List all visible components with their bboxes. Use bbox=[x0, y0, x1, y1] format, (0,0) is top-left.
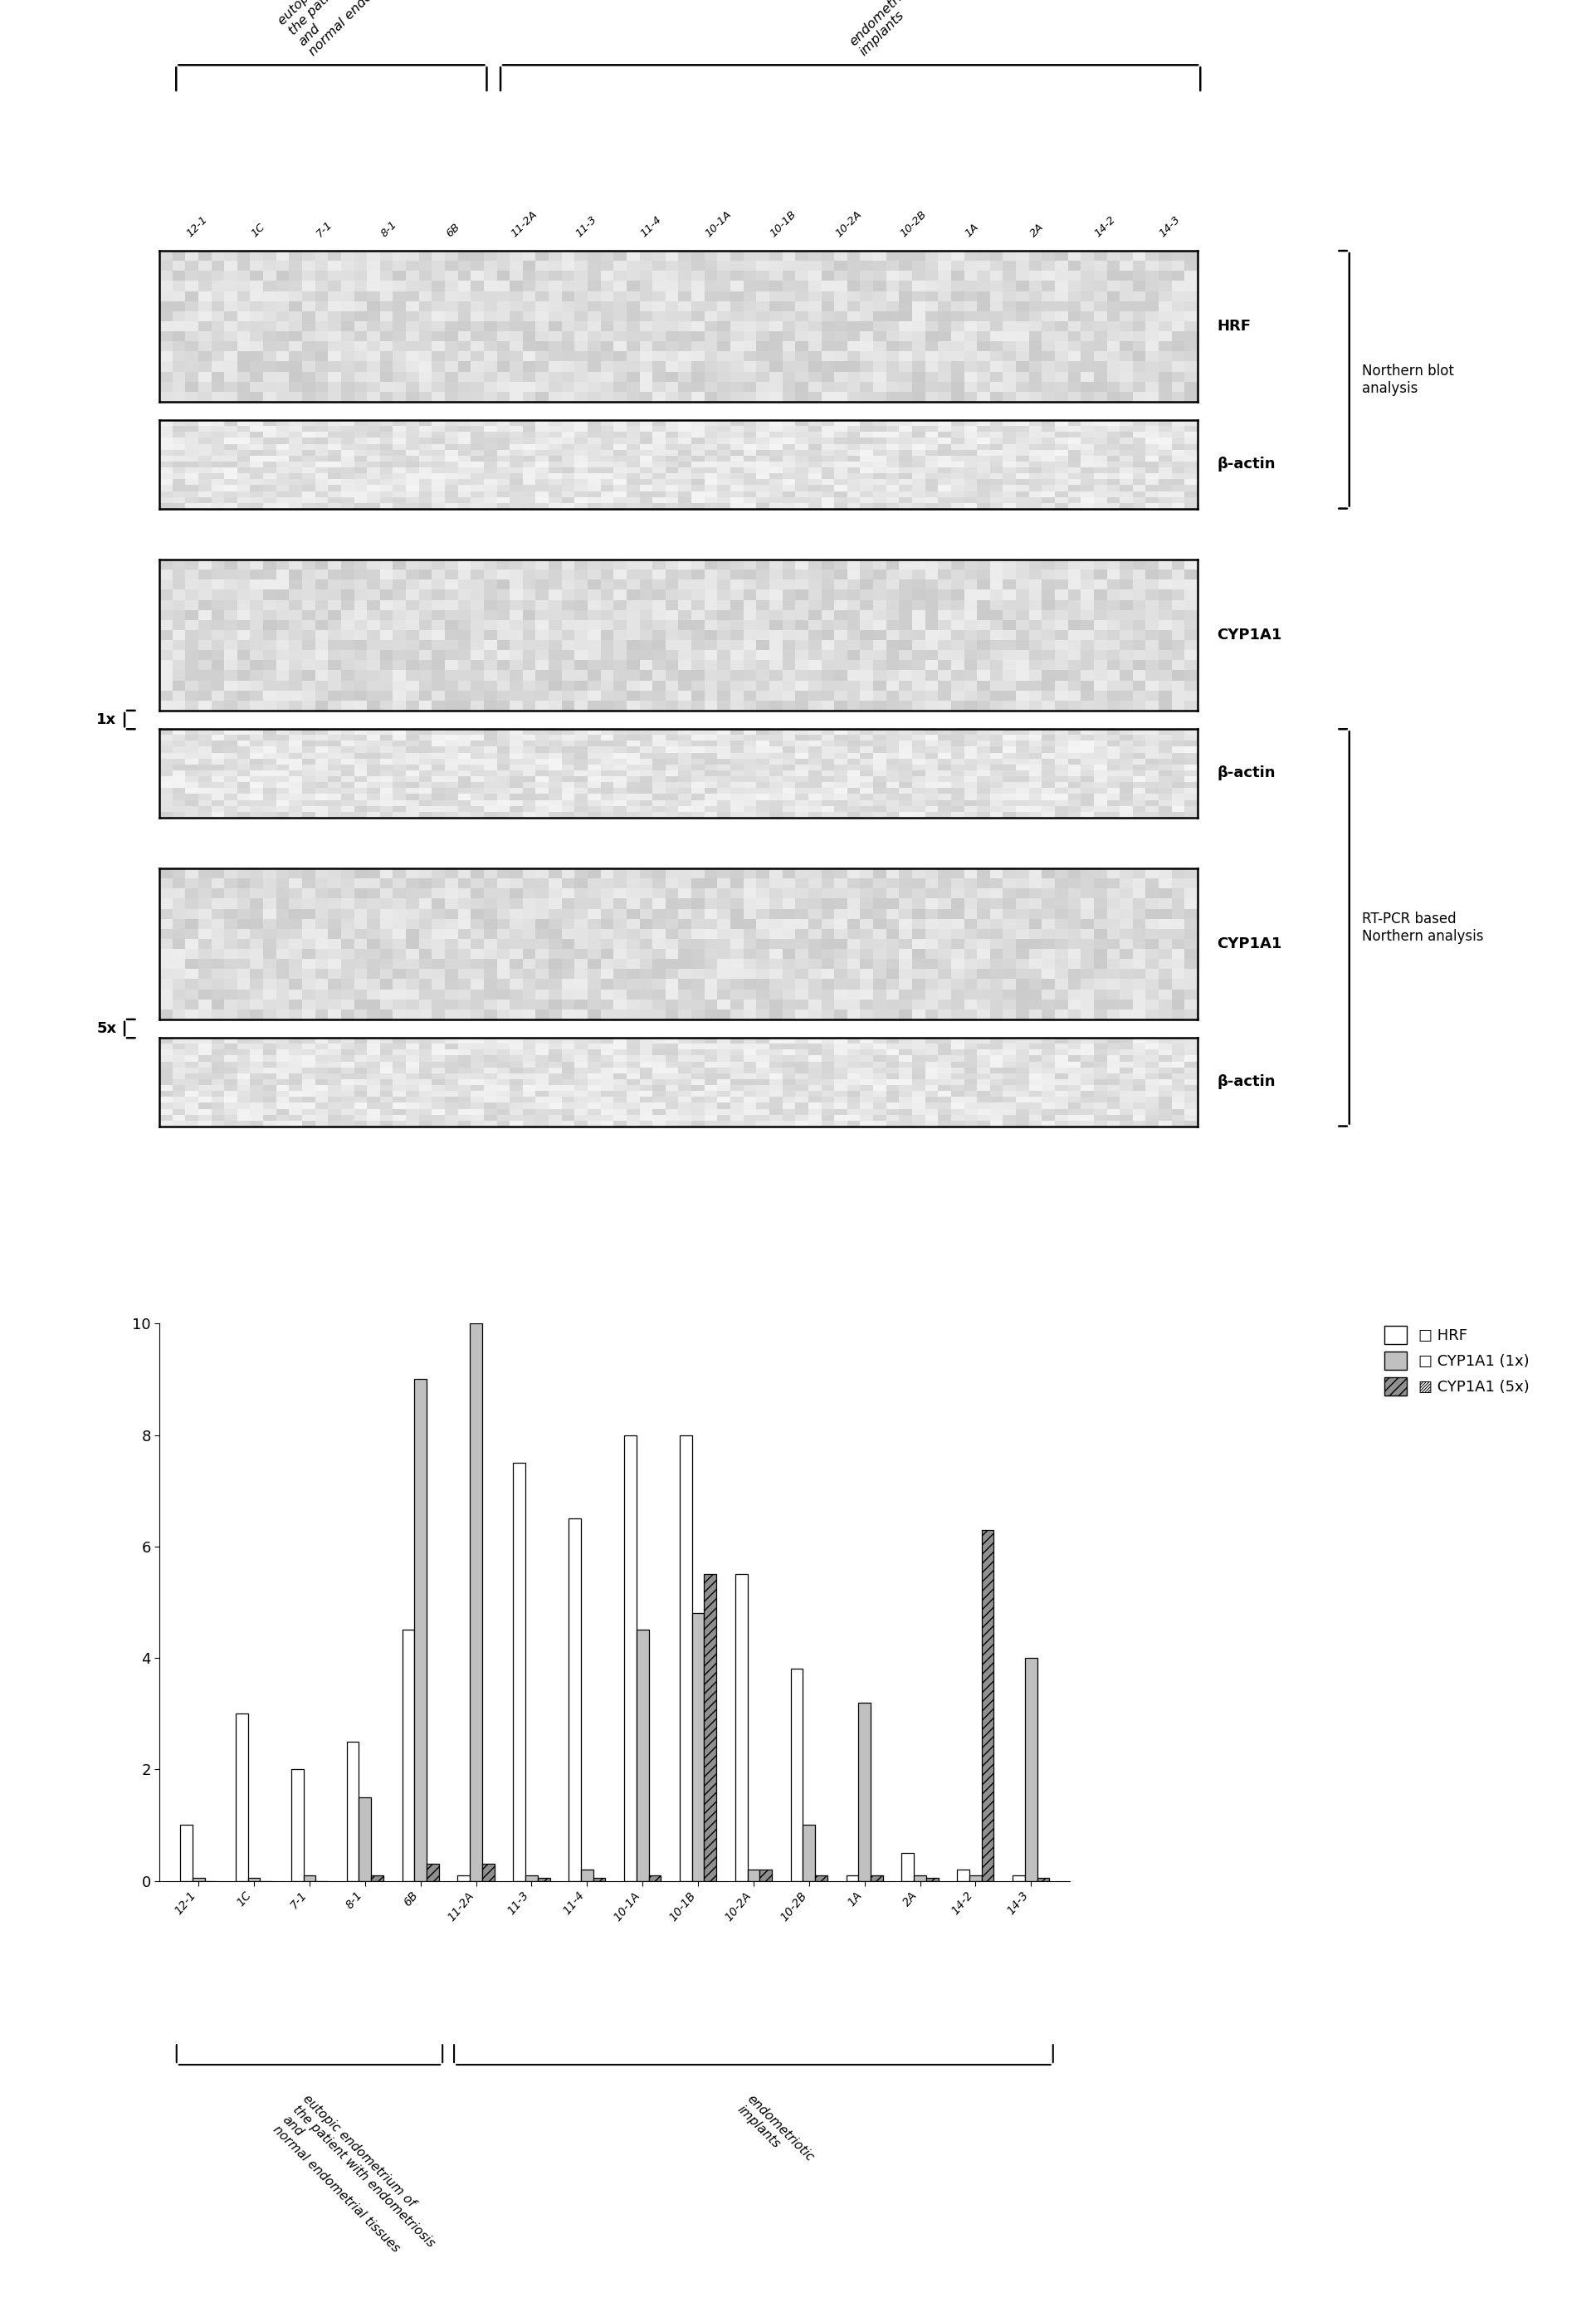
Bar bbox=[648, 1876, 661, 1881]
Bar bbox=[704, 1574, 717, 1881]
Bar bbox=[680, 1435, 691, 1881]
Bar bbox=[303, 1876, 316, 1881]
Bar bbox=[482, 1865, 495, 1881]
Text: CYP1A1: CYP1A1 bbox=[1216, 936, 1282, 952]
Text: 2A: 2A bbox=[1028, 221, 1045, 239]
Text: eutopic endometrium of
the patient with endometriosis
and
normal endometrial tis: eutopic endometrium of the patient with … bbox=[270, 2092, 447, 2271]
Bar bbox=[637, 1630, 648, 1881]
Text: β-actin: β-actin bbox=[1216, 1075, 1275, 1089]
Bar bbox=[624, 1435, 637, 1881]
Bar bbox=[370, 1876, 383, 1881]
Text: CYP1A1: CYP1A1 bbox=[1216, 627, 1282, 643]
Text: RT-PCR based
Northern analysis: RT-PCR based Northern analysis bbox=[1361, 913, 1483, 943]
Bar bbox=[538, 1878, 549, 1881]
Bar bbox=[760, 1869, 771, 1881]
Bar bbox=[402, 1630, 415, 1881]
Bar bbox=[247, 1878, 260, 1881]
Text: 14-2: 14-2 bbox=[1092, 214, 1117, 239]
Legend: □ HRF, □ CYP1A1 (1x), ▨ CYP1A1 (5x): □ HRF, □ CYP1A1 (1x), ▨ CYP1A1 (5x) bbox=[1377, 1319, 1535, 1402]
Bar bbox=[592, 1878, 605, 1881]
Bar bbox=[346, 1742, 359, 1881]
Bar bbox=[458, 1876, 469, 1881]
Bar bbox=[803, 1825, 814, 1881]
Text: endometriotic
implants: endometriotic implants bbox=[847, 0, 932, 58]
Text: 1A: 1A bbox=[962, 221, 980, 239]
Bar bbox=[193, 1878, 204, 1881]
Text: 12-1: 12-1 bbox=[185, 214, 209, 239]
Bar bbox=[415, 1379, 426, 1881]
Text: 11-4: 11-4 bbox=[638, 214, 664, 239]
Bar bbox=[290, 1769, 303, 1881]
Bar bbox=[469, 1324, 482, 1881]
Text: 8-1: 8-1 bbox=[378, 218, 399, 239]
Bar bbox=[870, 1876, 883, 1881]
Bar bbox=[512, 1463, 525, 1881]
Bar bbox=[747, 1869, 760, 1881]
Text: 1C: 1C bbox=[249, 221, 267, 239]
Text: 11-2A: 11-2A bbox=[509, 209, 539, 239]
Text: 14-3: 14-3 bbox=[1157, 214, 1183, 239]
Bar bbox=[859, 1702, 870, 1881]
Bar bbox=[691, 1614, 704, 1881]
Text: β-actin: β-actin bbox=[1216, 766, 1275, 780]
Bar bbox=[982, 1530, 993, 1881]
Text: 7-1: 7-1 bbox=[314, 218, 334, 239]
Text: Northern blot
analysis: Northern blot analysis bbox=[1361, 365, 1454, 395]
Bar bbox=[1036, 1878, 1049, 1881]
Text: 10-2A: 10-2A bbox=[833, 209, 863, 239]
Bar bbox=[790, 1670, 803, 1881]
Bar bbox=[814, 1876, 827, 1881]
Bar bbox=[568, 1519, 581, 1881]
Bar bbox=[913, 1876, 926, 1881]
Bar bbox=[180, 1825, 193, 1881]
Text: β-actin: β-actin bbox=[1216, 457, 1275, 471]
Text: 1x: 1x bbox=[96, 713, 117, 727]
Bar bbox=[846, 1876, 859, 1881]
Bar bbox=[426, 1865, 439, 1881]
Text: 5x: 5x bbox=[96, 1022, 117, 1036]
Bar bbox=[902, 1853, 913, 1881]
Bar bbox=[236, 1714, 247, 1881]
Text: HRF: HRF bbox=[1216, 318, 1250, 334]
Text: 10-2B: 10-2B bbox=[897, 209, 929, 239]
Text: 10-1B: 10-1B bbox=[768, 209, 798, 239]
Bar bbox=[359, 1797, 370, 1881]
Bar bbox=[1025, 1658, 1036, 1881]
Bar bbox=[581, 1869, 592, 1881]
Bar bbox=[525, 1876, 538, 1881]
Text: 11-3: 11-3 bbox=[573, 214, 598, 239]
Bar bbox=[734, 1574, 747, 1881]
Text: eutopic endometrium of
the patient with endometriosis
and
normal endometrial tis: eutopic endometrium of the patient with … bbox=[276, 0, 460, 58]
Bar bbox=[969, 1876, 982, 1881]
Bar bbox=[956, 1869, 969, 1881]
Text: 10-1A: 10-1A bbox=[704, 209, 734, 239]
Bar bbox=[926, 1878, 938, 1881]
Text: endometriotic
implants: endometriotic implants bbox=[734, 2092, 816, 2173]
Bar bbox=[1012, 1876, 1025, 1881]
Text: 6B: 6B bbox=[444, 221, 461, 239]
